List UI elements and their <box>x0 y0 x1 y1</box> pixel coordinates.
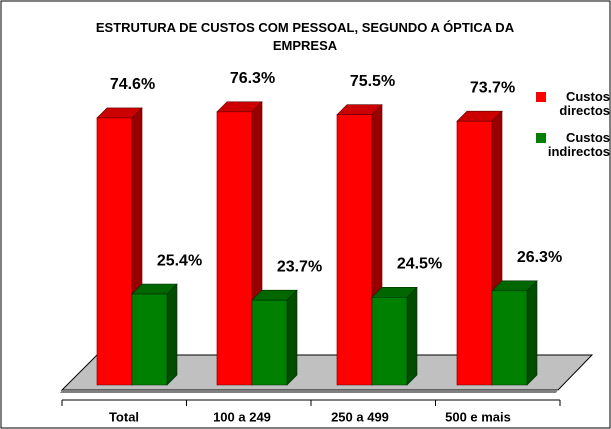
bar-face <box>406 286 418 386</box>
bar-face <box>166 283 178 386</box>
bar-face <box>371 296 408 386</box>
x-tick-label: 100 a 249 <box>213 409 271 424</box>
legend-label: Custos indirectos <box>547 130 610 159</box>
bar-face <box>216 111 253 386</box>
legend-label: Custos directos <box>559 89 610 118</box>
bar-face <box>336 114 373 386</box>
value-label: 25.4% <box>157 252 202 269</box>
bar-face <box>131 293 168 386</box>
bar-face <box>96 117 133 386</box>
bar-face <box>286 289 298 386</box>
value-label: 26.3% <box>517 249 562 266</box>
value-label: 73.7% <box>470 79 515 96</box>
bar <box>251 289 298 386</box>
floor-edge <box>60 390 558 393</box>
bar <box>371 286 418 386</box>
value-label: 74.6% <box>110 76 155 93</box>
bar-face <box>491 290 528 386</box>
value-label: 24.5% <box>397 256 442 273</box>
bar-face <box>456 120 493 386</box>
value-label: 76.3% <box>230 70 275 87</box>
bar-face <box>526 280 538 386</box>
bar <box>491 280 538 386</box>
x-tick-label: 250 a 499 <box>331 409 389 424</box>
x-tick-label: 500 e mais <box>445 409 511 424</box>
chart-title: ESTRUTURA DE CUSTOS COM PESSOAL, SEGUNDO… <box>96 20 515 53</box>
value-label: 23.7% <box>277 258 322 275</box>
bar <box>131 283 178 386</box>
x-tick-label: Total <box>109 409 139 424</box>
legend-swatch <box>536 92 546 102</box>
bar-face <box>251 299 288 386</box>
legend-swatch <box>536 133 546 143</box>
value-label: 75.5% <box>350 73 395 90</box>
